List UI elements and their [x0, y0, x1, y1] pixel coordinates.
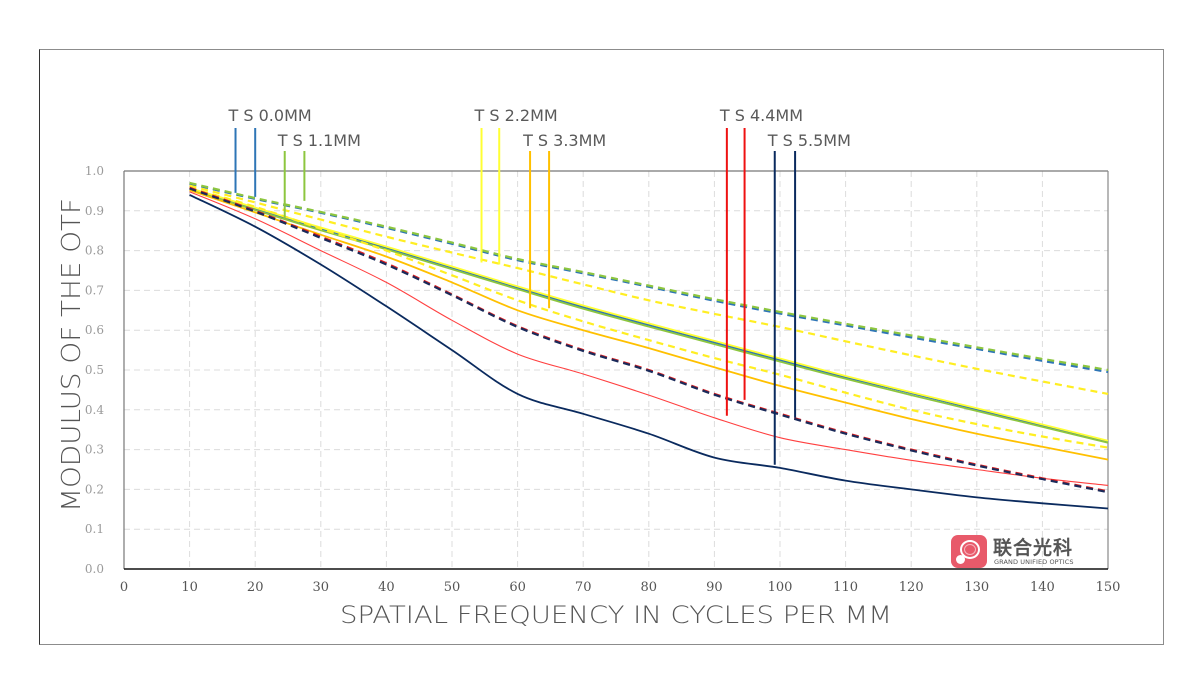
- x-axis-title: SPATIAL FREQUENCY IN CYCLES PER MM: [340, 601, 892, 629]
- x-tick-label: 70: [575, 580, 592, 595]
- field-marker-label: T S 2.2MM: [474, 106, 558, 125]
- logo-inner-ring-icon: [964, 544, 976, 555]
- chart-frame: [39, 49, 1164, 645]
- y-tick-label: 0.4: [85, 403, 104, 417]
- x-tick-label: 40: [378, 580, 395, 595]
- x-tick-label: 20: [247, 580, 264, 595]
- y-tick-label: 0.3: [85, 443, 104, 457]
- y-tick-label: 0.8: [85, 244, 104, 258]
- y-axis-title: MODULUS OF THE OTF: [57, 198, 87, 512]
- field-marker-label: T S 3.3MM: [522, 131, 606, 150]
- logo-ring-icon: [960, 540, 980, 559]
- x-tick-label: 100: [768, 580, 793, 595]
- x-tick-label: 0: [120, 580, 128, 595]
- x-tick-label: 10: [181, 580, 198, 595]
- series-lines: [189, 181, 1109, 510]
- x-tick-label: 60: [509, 580, 526, 595]
- logo-name-chinese: 联合光科: [993, 537, 1074, 559]
- y-tick-label: 0.1: [85, 522, 104, 536]
- series-line-3-3mm-s: [189, 186, 1109, 449]
- x-tick-label: 120: [899, 580, 924, 595]
- grid: [124, 171, 1108, 569]
- y-tick-label: 0.7: [85, 283, 104, 297]
- x-tick-label: 30: [313, 580, 330, 595]
- x-tick-label: 150: [1096, 580, 1121, 595]
- y-tick-label: 0.0: [85, 562, 104, 576]
- field-marker-label: T S 1.1MM: [277, 131, 361, 150]
- y-tick-label: 0.6: [85, 323, 104, 337]
- y-tick-label: 0.9: [85, 204, 104, 218]
- brand-logo: 联合光科 GRAND UNIFIED OPTICS: [951, 535, 1091, 569]
- y-tick-label: 1.0: [85, 164, 104, 178]
- series-line-2-2mm-t: [189, 187, 1109, 442]
- series-line-5-5mm-s: [189, 187, 1109, 494]
- series-line-1-1mm-s: [189, 181, 1109, 372]
- x-tick-label: 90: [706, 580, 723, 595]
- field-marker-label: T S 0.0MM: [228, 106, 312, 125]
- field-marker-label: T S 5.5MM: [767, 131, 851, 150]
- logo-name-english: GRAND UNIFIED OPTICS: [994, 558, 1074, 566]
- x-tick-label: 130: [964, 580, 989, 595]
- y-tick-label: 0.5: [85, 363, 104, 377]
- y-tick-labels: 0.0 0.1 0.2 0.3 0.4 0.5 0.6 0.7 0.8 0.9 1.0: [85, 164, 104, 576]
- logo-dot-icon: [956, 555, 965, 564]
- y-tick-label: 0.2: [85, 482, 104, 496]
- series-line-3-3mm-t: [189, 189, 1109, 461]
- field-marker-label: T S 4.4MM: [719, 106, 803, 125]
- logo-badge-icon: [951, 535, 987, 568]
- field-markers: T S 0.0MM T S 1.1MM T S 2.2MM T S 3.3MM T S …: [228, 106, 851, 465]
- x-tick-label: 140: [1030, 580, 1055, 595]
- series-line-2-2mm-s: [189, 184, 1109, 395]
- x-tick-labels: 0 10 20 30 40 50 60 70 80 90 100 110 120 130 140 150: [120, 580, 1121, 595]
- x-tick-label: 80: [641, 580, 658, 595]
- series-line-0-0mm-s: [189, 182, 1109, 374]
- series-line-5-5mm-t: [189, 194, 1109, 510]
- x-tick-label: 110: [833, 580, 858, 595]
- x-tick-label: 50: [444, 580, 461, 595]
- series-line-4-4mm-t: [189, 191, 1109, 486]
